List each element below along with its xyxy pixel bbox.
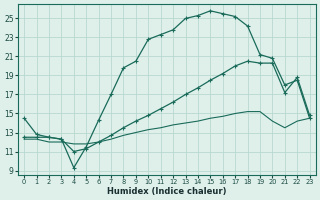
- X-axis label: Humidex (Indice chaleur): Humidex (Indice chaleur): [107, 187, 227, 196]
